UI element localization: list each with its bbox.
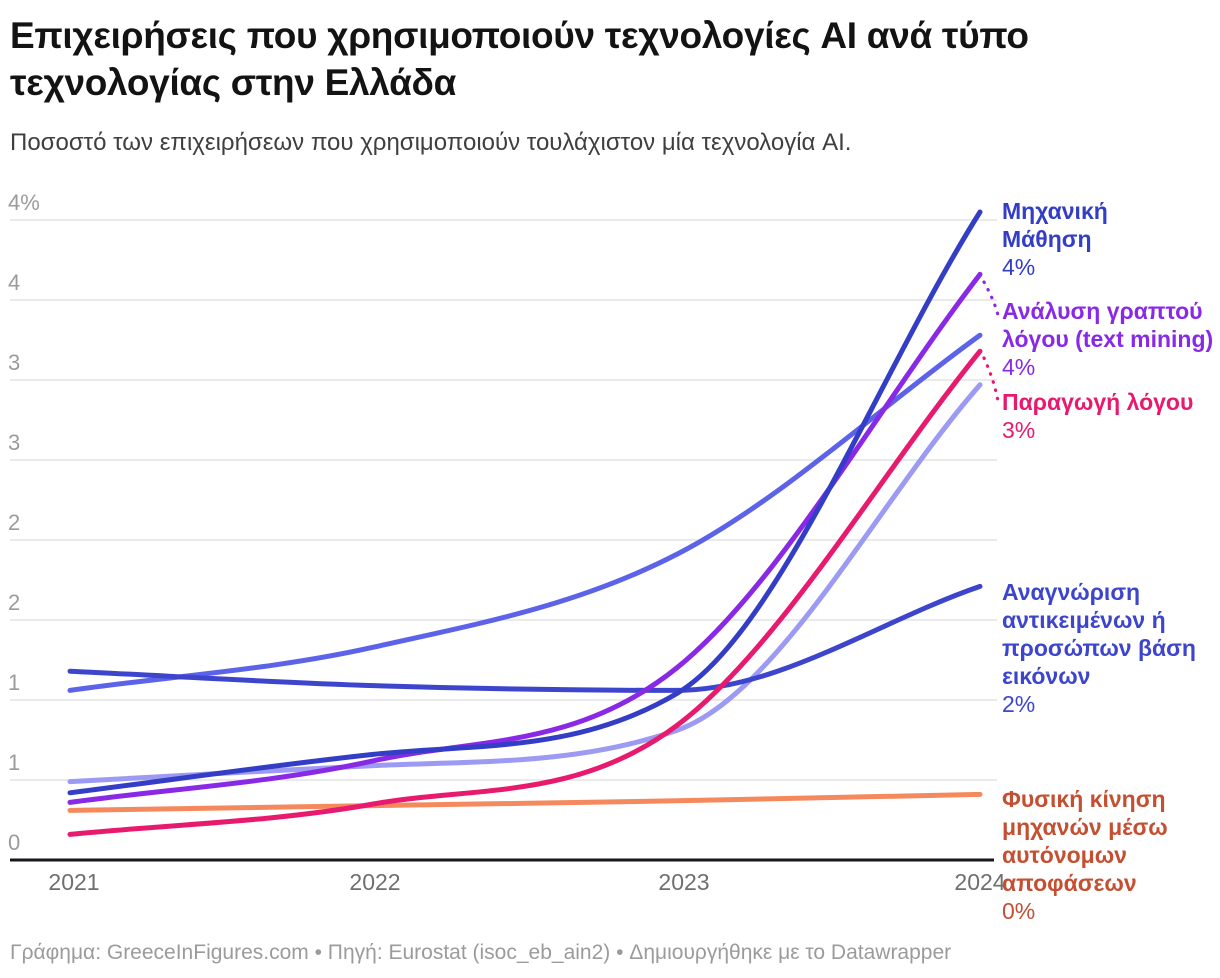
series-name: Αναγνώριση αντικειμένων ή προσώπων βάση … [1002,579,1196,689]
footer-credit: Γράφημα: GreeceInFigures.com • Πηγή: Eur… [10,941,952,964]
series-line-autonomous-machines [67,791,983,813]
series-name: Ανάλυση γραπτού λόγου (text mining) [1002,298,1214,352]
series-name: Παραγωγή λόγου [1002,389,1194,415]
series-value: 3% [1002,417,1036,443]
series-line-speech-generation [67,348,983,837]
page-subtitle: Ποσοστό των επιχειρήσεων που χρησιμοποιο… [10,129,852,156]
page-title: Επιχειρήσεις που χρησιμοποιούν τεχνολογί… [10,15,1029,103]
series-label-text-mining: Ανάλυση γραπτού λόγου (text mining) 4% [1002,297,1220,381]
x-axis-line [10,858,994,862]
series-name: Μηχανική Μάθηση [1002,198,1108,252]
series-label-speech-generation: Παραγωγή λόγου 3% [1002,388,1220,444]
series-line-text-mining [67,271,983,805]
series-label-image-recognition: Αναγνώριση αντικειμένων ή προσώπων βάση … [1002,578,1202,718]
y-tick-label: 3 [8,430,21,455]
series-label-autonomous-machines: Φυσική κίνηση μηχανών μέσω αυτόνομων απο… [1002,785,1202,925]
series-label-machine-learning: Μηχανική Μάθηση 4% [1002,197,1162,281]
y-tick-label: 3 [8,350,21,375]
series-line-machine-learning [67,209,983,796]
y-tick-label: 2 [8,510,21,535]
y-tick-label: 4% [8,190,40,215]
series-value: 2% [1002,691,1036,717]
label-connector-speech-generation [982,356,1000,403]
series-line-unlabeled-blue [67,332,983,693]
x-tick-2021: 2021 [48,869,100,895]
series-line-image-recognition [67,583,983,693]
x-tick-2024: 2024 [954,869,1006,895]
series-value: 4% [1002,254,1036,280]
label-connector-text-mining [982,280,1000,317]
x-tick-2022: 2022 [349,869,401,895]
y-tick-label: 4 [8,270,21,295]
series-value: 4% [1002,354,1036,380]
series-name: Φυσική κίνηση μηχανών μέσω αυτόνομων απο… [1002,786,1168,896]
y-tick-label: 0 [8,830,21,855]
y-tick-label: 1 [8,670,21,695]
y-tick-label: 1 [8,750,21,775]
x-tick-2023: 2023 [658,869,710,895]
series-line-unlabeled-periwinkle [67,382,983,785]
series-value: 0% [1002,898,1036,924]
y-tick-label: 2 [8,590,21,615]
